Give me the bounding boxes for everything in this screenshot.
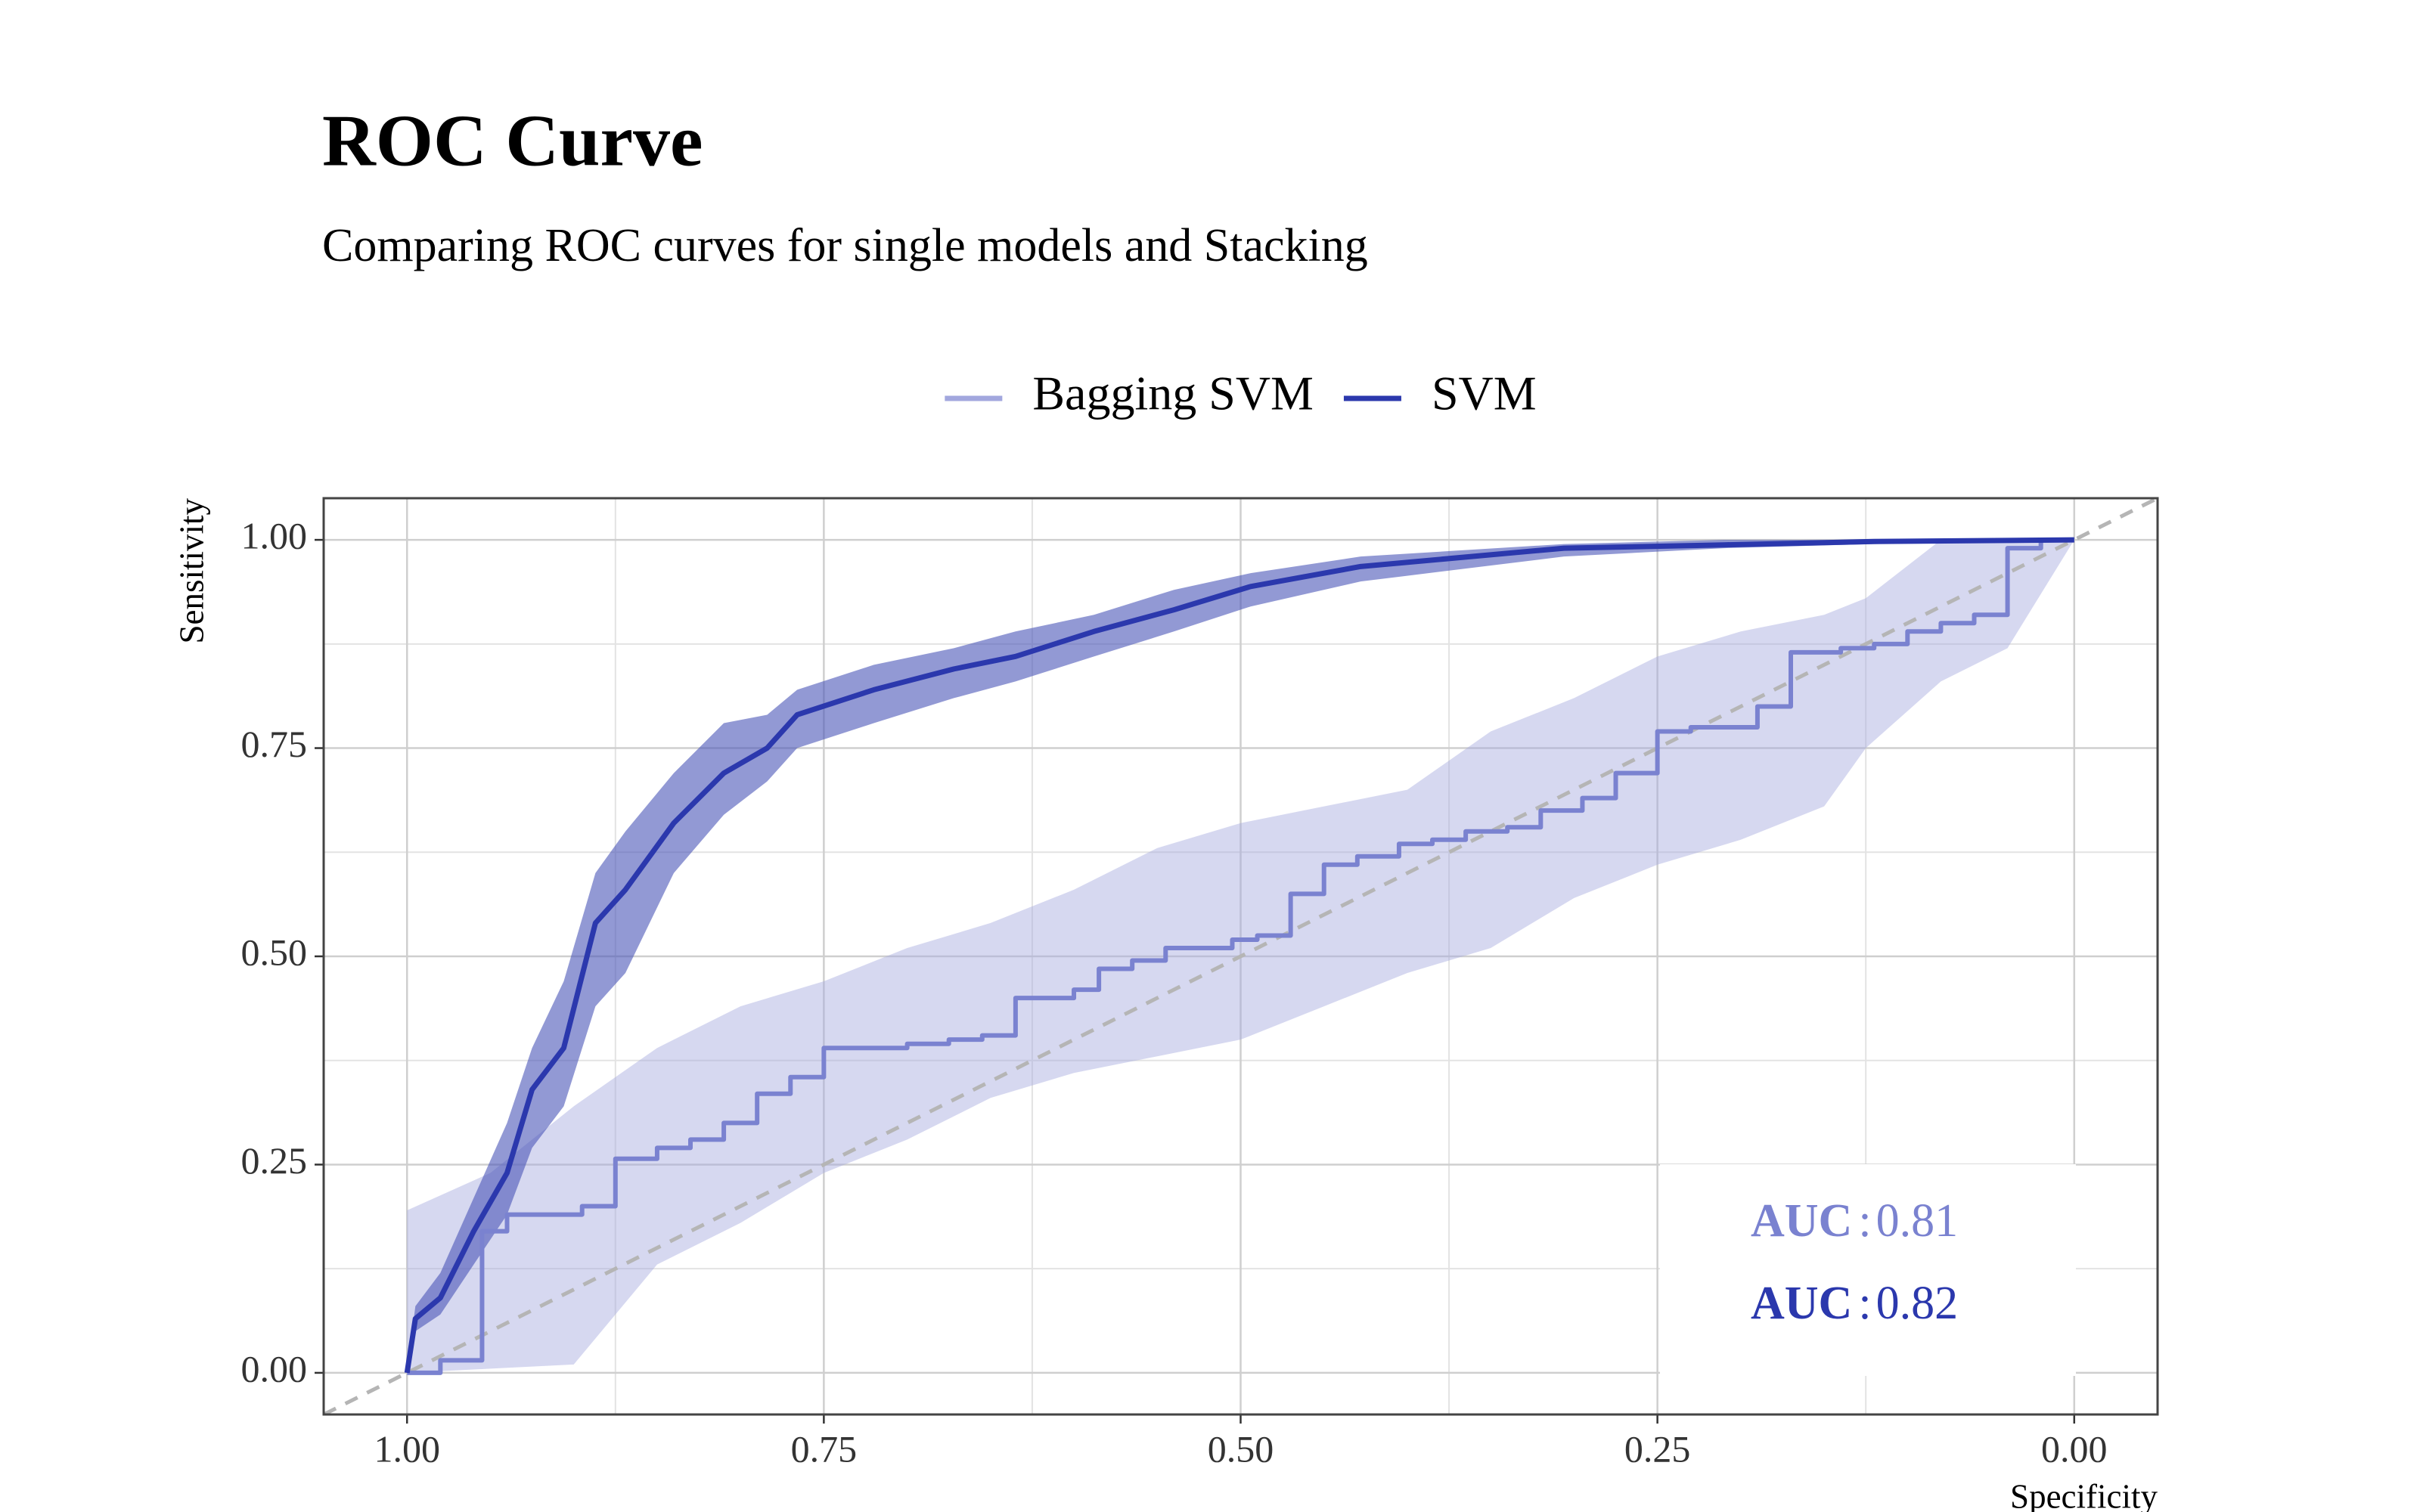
x-tick-label: 0.00 (2041, 1427, 2108, 1470)
x-axis-title: Specificity (2010, 1477, 2158, 1512)
x-tick-label: 1.00 (374, 1427, 440, 1470)
y-tick-label: 0.25 (241, 1139, 308, 1182)
auc-annotation: AUC:0.81 (1751, 1195, 1958, 1247)
auc-annotation: AUC:0.82 (1751, 1278, 1958, 1329)
legend-label: SVM (1432, 367, 1537, 420)
panel-border (322, 497, 2159, 1416)
y-axis-title: Sensitivity (172, 498, 210, 644)
roc-line (407, 538, 2074, 1375)
legend-label: Bagging SVM (1032, 367, 1314, 420)
reference-line (324, 498, 2158, 1414)
x-tick-label: 0.25 (1624, 1427, 1691, 1470)
auc-prefix: AUC (1751, 1278, 1852, 1329)
chart-title: ROC Curve (322, 100, 703, 181)
y-tick-label: 0.50 (241, 931, 308, 973)
y-tick-label: 0.75 (241, 723, 308, 765)
y-tick-label: 0.00 (241, 1347, 308, 1390)
auc-value: 0.81 (1876, 1195, 1959, 1247)
x-tick-label: 0.50 (1208, 1427, 1274, 1470)
auc-separator: : (1858, 1195, 1871, 1247)
annotation-box (1660, 1164, 2076, 1376)
legend: Bagging SVM SVM (945, 367, 1537, 420)
auc-prefix: AUC (1751, 1195, 1852, 1247)
plot-area (324, 498, 2158, 1414)
auc-value: 0.82 (1876, 1278, 1959, 1329)
y-tick-label: 1.00 (241, 515, 308, 557)
x-tick-label: 0.75 (791, 1427, 858, 1470)
roc-line (404, 537, 2074, 1374)
auc-separator: : (1858, 1278, 1871, 1329)
chart-subtitle: Comparing ROC curves for single models a… (322, 220, 1368, 271)
